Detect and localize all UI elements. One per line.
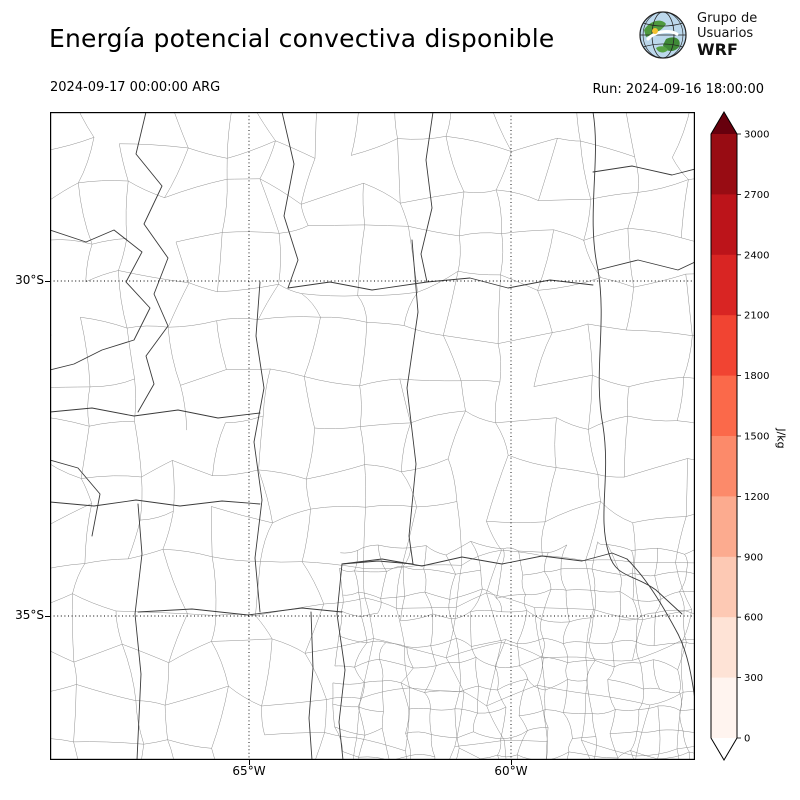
colorbar-tick-label: 1200 [744,492,769,503]
colorbar-segment [711,436,737,497]
colorbar-segment [711,375,737,437]
colorbar-segment [711,496,737,558]
logo-text: Grupo de Usuarios WRF [697,11,757,59]
lat-tick-label: 30°S [15,273,44,287]
lon-tick-label: 60°W [494,764,528,778]
logo-text-line1: Grupo de [697,11,758,26]
globe-icon [639,11,687,59]
colorbar-segment [711,134,737,195]
lon-tick-label: 65°W [232,764,266,778]
colorbar-tick-label: 600 [744,613,763,624]
colorbar-segment [711,254,737,316]
colorbar-tick-label: 0 [744,734,750,745]
colorbar-tick-label: 2100 [744,311,769,322]
colorbar-segment [711,194,737,256]
run-time-label: Run: 2024-09-16 18:00:00 [592,82,764,97]
colorbar-tick-label: 1500 [744,432,769,443]
logo-text-line2: Usuarios [697,26,754,41]
plot-title: Energía potencial convectiva disponible [49,24,555,53]
colorbar-tick-label: 1800 [744,371,769,382]
colorbar-tick-label: 2700 [744,190,769,201]
lat-tick-mark [45,616,50,617]
colorbar-over-arrow [711,112,737,134]
lat-tick-label: 35°S [15,608,44,622]
map-area [50,112,695,760]
lon-tick-mark [511,760,512,765]
logo-text-wrf: WRF [697,40,738,59]
colorbar-segment [711,315,737,377]
colorbar-tick-label: 2400 [744,250,769,261]
provinces-map [50,112,695,760]
colorbar-segment [711,556,737,618]
wrf-logo: Grupo de Usuarios WRF [636,8,757,62]
colorbar-under-arrow [711,738,737,760]
valid-time-label: 2024-09-17 00:00:00 ARG [50,80,221,95]
lon-tick-mark [249,760,250,765]
colorbar-tick-label: 900 [744,552,763,563]
colorbar-unit-label: J/kg [774,428,788,449]
lat-tick-mark [45,281,50,282]
colorbar-segment [711,617,737,679]
colorbar-tick-label: 300 [744,673,763,684]
colorbar-segment [711,677,737,739]
colorbar-tick-label: 3000 [744,130,769,141]
